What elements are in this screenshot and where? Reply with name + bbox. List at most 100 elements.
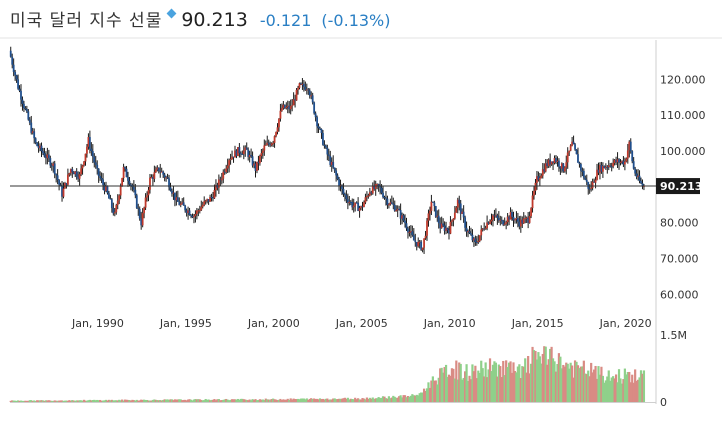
volume-bar — [409, 395, 412, 402]
volume-bar — [14, 400, 17, 402]
volume-bar — [395, 397, 398, 402]
candle-body — [115, 205, 118, 213]
candle-body — [622, 160, 625, 165]
candle-body — [613, 159, 616, 163]
volume-bar — [226, 399, 229, 402]
volume-bar — [494, 362, 497, 402]
candle-body — [198, 210, 201, 212]
volume-bar — [529, 363, 533, 402]
candle-body — [110, 199, 113, 208]
candle-body — [310, 95, 313, 97]
candle-body — [77, 176, 80, 179]
candle-body — [149, 177, 151, 190]
candle-body — [314, 113, 317, 118]
candle-body — [191, 215, 194, 218]
volume-bar — [283, 399, 286, 402]
volume-bar — [277, 399, 281, 402]
candle-body — [247, 149, 250, 157]
volume-bar — [342, 398, 345, 402]
candle-body — [492, 215, 494, 220]
volume-bar — [150, 400, 153, 402]
volume-bar — [12, 400, 15, 402]
volume-bar — [239, 398, 242, 402]
candle-body — [201, 204, 204, 207]
volume-bar — [141, 399, 144, 402]
candle-body — [46, 154, 49, 159]
volume-bar — [582, 360, 585, 402]
volume-bar — [601, 375, 604, 402]
candle-body — [153, 172, 156, 179]
volume-bar — [116, 400, 119, 402]
candle-body — [305, 89, 308, 91]
volume-bar — [299, 398, 303, 402]
volume-bar — [324, 398, 327, 402]
volume-bar — [200, 399, 203, 402]
candle-body — [486, 222, 489, 229]
candle-body — [439, 223, 442, 229]
candle-body — [257, 161, 260, 164]
candle-body — [179, 203, 182, 206]
volume-bar — [317, 399, 320, 402]
volume-bar — [444, 364, 448, 402]
volume-bar — [293, 398, 297, 402]
volume-bar — [169, 399, 172, 402]
candle-body — [330, 161, 333, 165]
candle-body — [521, 219, 524, 224]
candle-body — [379, 185, 382, 188]
volume-bar — [154, 399, 157, 402]
volume-bar — [449, 375, 452, 402]
candle-body — [99, 175, 102, 179]
volume-bar — [402, 395, 405, 402]
candle-body — [72, 172, 75, 175]
candle-body — [625, 158, 628, 162]
volume-bar — [254, 399, 257, 402]
candle-body — [119, 186, 122, 196]
volume-bar — [531, 346, 534, 402]
volume-bar — [63, 400, 67, 402]
candle-body — [638, 175, 641, 182]
volume-bar — [138, 400, 141, 402]
volume-bar — [266, 399, 269, 402]
candle-body — [229, 159, 232, 161]
candle-body — [543, 169, 546, 172]
volume-bar — [90, 400, 93, 402]
volume-bar — [462, 377, 465, 402]
candle-body — [566, 152, 569, 163]
candle-body — [322, 132, 324, 145]
candle-body — [146, 195, 148, 198]
x-tick-label: Jan, 1990 — [71, 317, 124, 330]
candle-body — [74, 171, 77, 175]
candle-body — [609, 165, 612, 167]
candle-body — [575, 149, 578, 155]
candle-body — [443, 225, 446, 231]
candle-body — [550, 161, 553, 165]
volume-bar — [516, 366, 519, 402]
volume-bar — [578, 368, 581, 402]
volume-bar — [566, 363, 569, 402]
volume-bar — [115, 400, 118, 402]
candle-body — [69, 169, 72, 174]
volume-bar — [219, 400, 222, 402]
candle-body — [452, 218, 455, 221]
volume-bar — [103, 400, 106, 402]
candle-body — [456, 199, 459, 208]
volume-bar — [292, 398, 295, 402]
volume-bar — [104, 399, 108, 402]
y-tick-label: 80.000 — [660, 217, 699, 230]
volume-bar — [499, 366, 502, 402]
candle-body — [93, 156, 96, 163]
volume-bar — [320, 399, 323, 402]
volume-bar — [247, 400, 250, 402]
volume-bar — [192, 399, 196, 402]
volume-bar — [512, 362, 515, 402]
volume-bar — [37, 400, 40, 402]
candle-body — [251, 156, 254, 166]
volume-bar — [496, 376, 499, 402]
volume-bar — [519, 377, 522, 402]
candle-body — [12, 64, 15, 72]
volume-bar — [40, 400, 43, 402]
volume-bar — [389, 398, 392, 402]
volume-bar — [359, 399, 363, 402]
candle-body — [412, 235, 415, 241]
